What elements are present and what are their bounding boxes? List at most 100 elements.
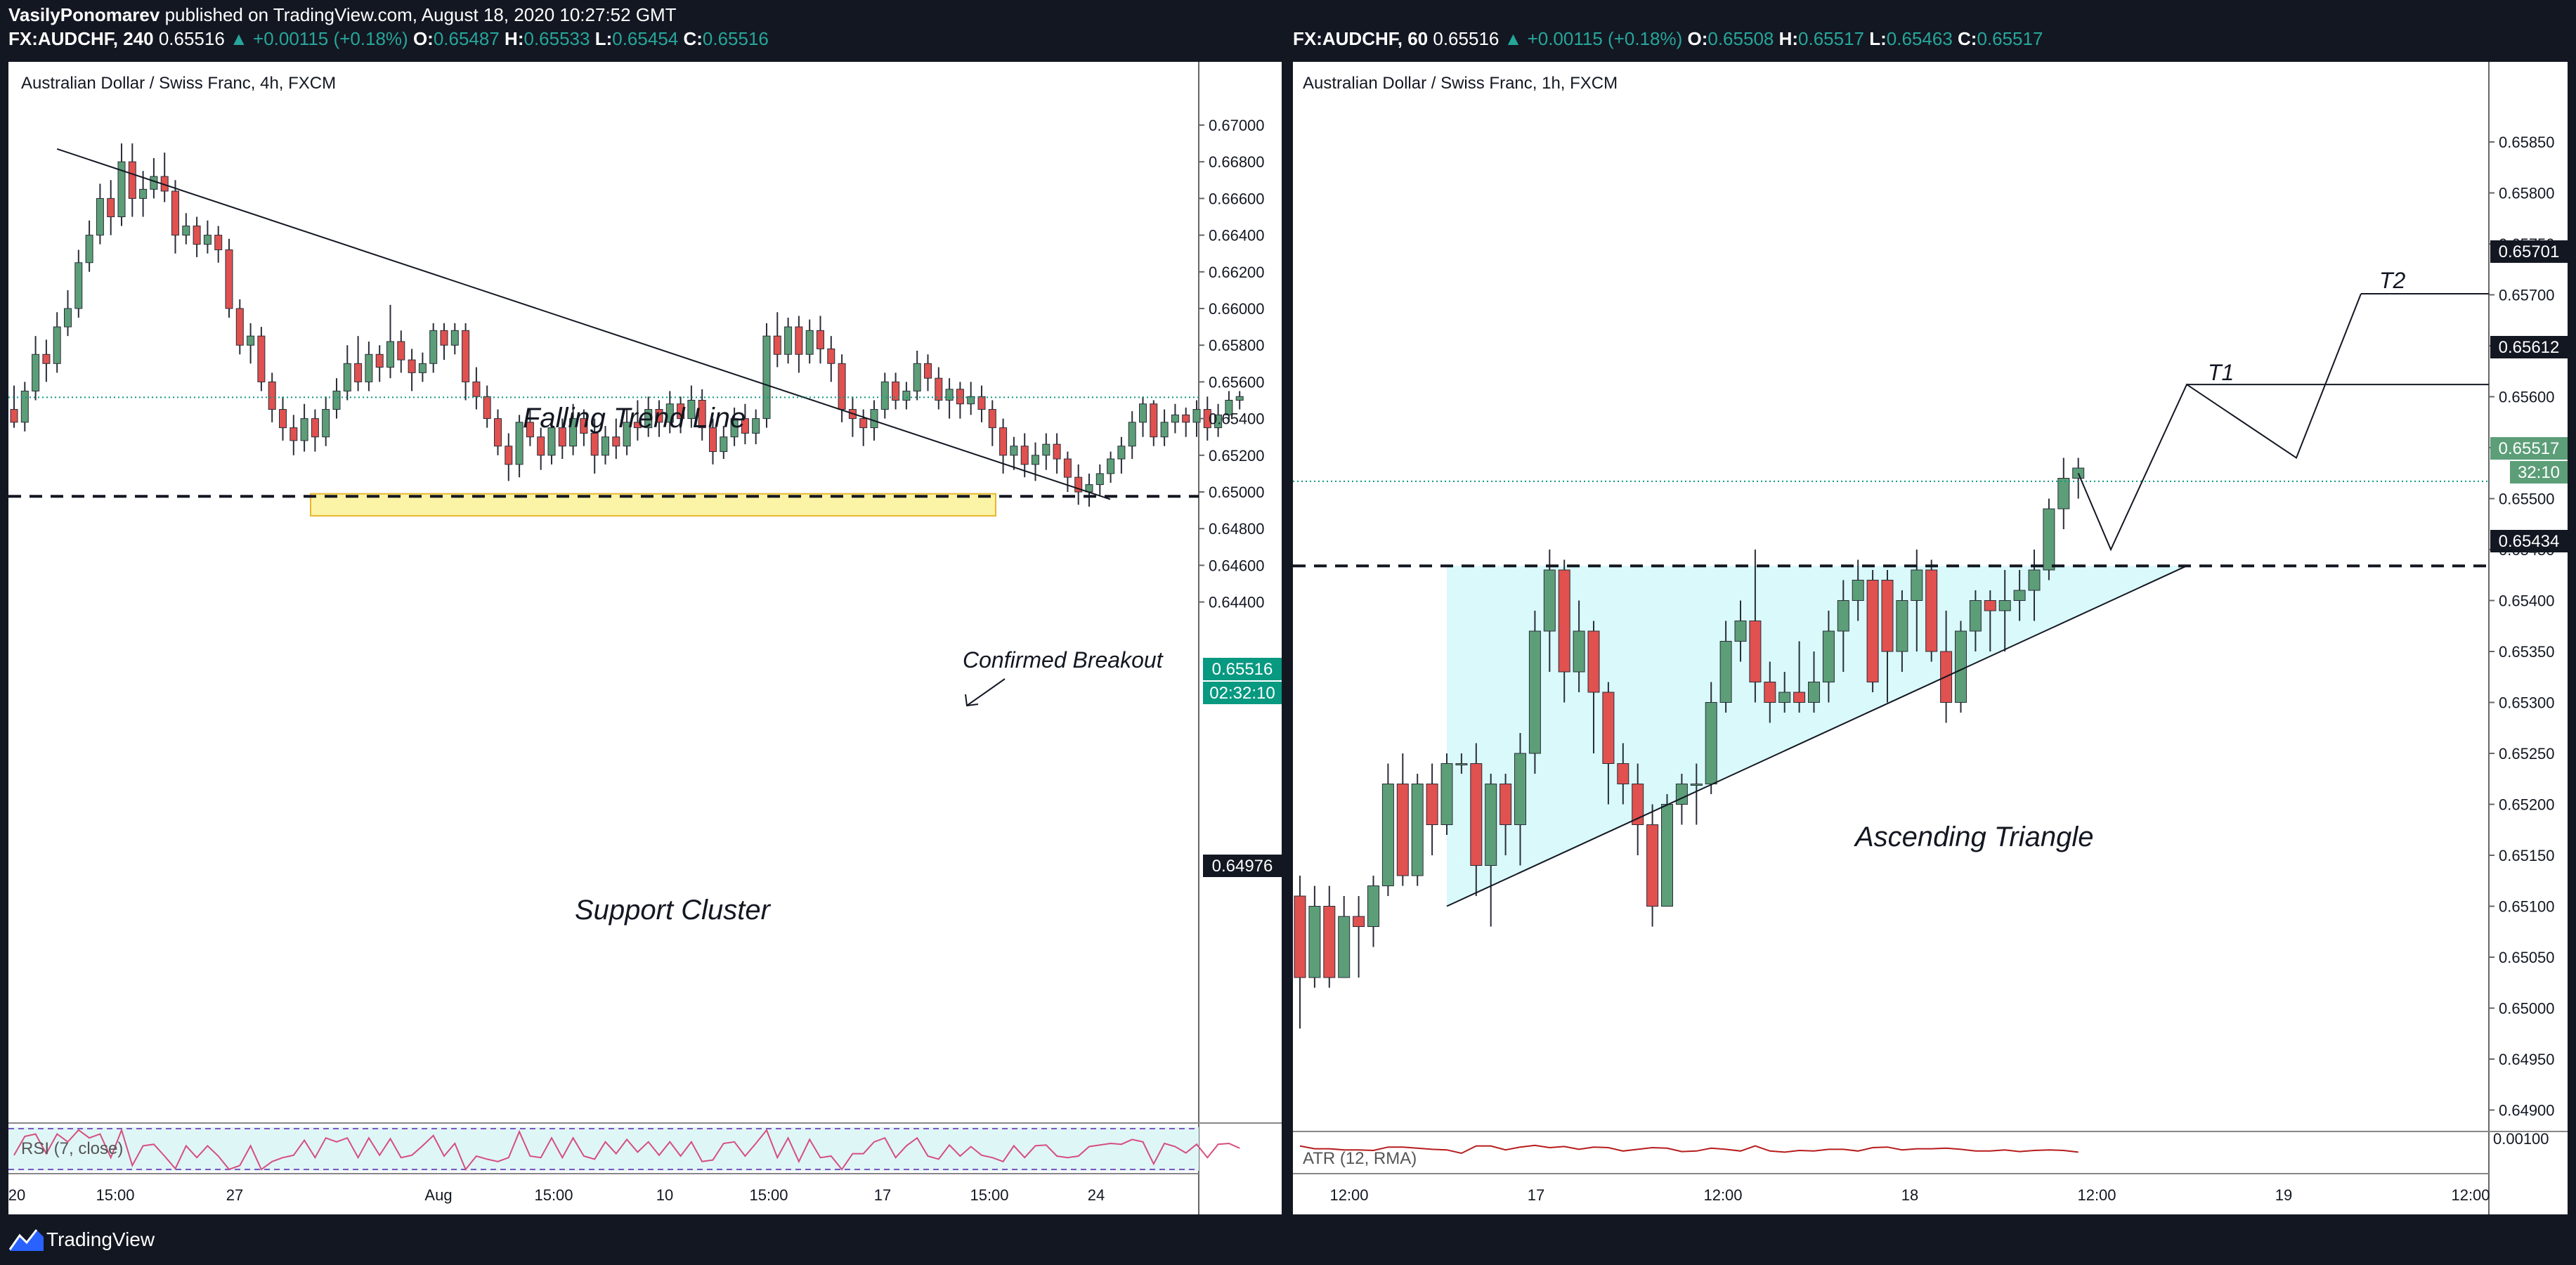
candle-body	[827, 348, 835, 364]
x-tick-label: 17	[1528, 1186, 1544, 1204]
triangle-fill-left	[1447, 566, 1550, 907]
right-resistance-price-label: 0.65434	[2490, 530, 2568, 552]
candle-body	[64, 308, 72, 327]
candle-body	[1338, 916, 1351, 978]
candle-body	[784, 326, 793, 355]
left-chart-panel[interactable]: Australian Dollar / Swiss Franc, 4h, FXC…	[8, 62, 1282, 1214]
candle-body	[1719, 641, 1732, 703]
svg-text:0.65434: 0.65434	[2499, 532, 2560, 551]
footer-bar: TradingView	[0, 1214, 2576, 1265]
candle-body	[1528, 630, 1541, 754]
annotation-ascending-triangle: Ascending Triangle	[1854, 822, 2093, 852]
right-countdown-label: 32:10	[2510, 461, 2568, 484]
publication-line: VasilyPonomarev published on TradingView…	[8, 4, 677, 26]
candle-body	[1675, 784, 1688, 805]
tradingview-logo-icon[interactable]	[8, 1226, 45, 1254]
candle-body	[235, 308, 244, 346]
svg-text:02:32:10: 02:32:10	[1209, 684, 1275, 703]
right-target2-label: 0.65701	[2490, 240, 2568, 263]
candle-body	[817, 330, 824, 349]
candle-body	[935, 377, 943, 401]
x-tick-label: 15:00	[534, 1186, 573, 1204]
svg-text:0.65517: 0.65517	[2499, 439, 2560, 458]
candle-body	[1749, 621, 1762, 682]
y-tick-label: 0.65100	[2499, 898, 2555, 916]
right-symbol[interactable]: FX:AUDCHF, 60	[1293, 28, 1429, 49]
y-tick-label: 0.65000	[1209, 484, 1265, 501]
candle-body	[53, 326, 61, 364]
header-bar: VasilyPonomarev published on TradingView…	[0, 0, 2576, 62]
candle-body	[644, 409, 653, 429]
y-tick-label: 0.65000	[2499, 1000, 2555, 1018]
candle-body	[537, 436, 545, 456]
candle-body	[1042, 443, 1050, 456]
left-chart-svg[interactable]: Australian Dollar / Swiss Franc, 4h, FXC…	[8, 62, 1282, 1214]
candle-body	[494, 418, 502, 447]
atr-line	[1299, 1144, 2079, 1155]
candle-body	[967, 396, 975, 405]
candle-body	[193, 226, 201, 245]
y-tick-label: 0.66600	[1209, 190, 1265, 207]
candle-body	[1558, 569, 1570, 673]
right-low: 0.65463	[1886, 28, 1953, 49]
candle-body	[1500, 784, 1512, 825]
x-tick-label: 18	[1901, 1186, 1918, 1204]
candle-body	[1470, 763, 1483, 866]
candle-body	[762, 335, 771, 420]
left-change: +0.00115 (+0.18%)	[253, 28, 408, 49]
y-tick-label: 0.65600	[2499, 389, 2555, 406]
left-symbol[interactable]: FX:AUDCHF, 240	[8, 28, 154, 49]
candle-body	[805, 330, 814, 355]
candle-body	[1778, 692, 1791, 703]
y-tick-label: 0.64950	[2499, 1051, 2555, 1068]
candle-body	[795, 326, 803, 355]
candle-body	[547, 427, 556, 456]
candle-body	[32, 353, 40, 391]
candle-body	[354, 363, 363, 382]
candle-body	[1440, 763, 1453, 825]
breakout-arrow	[966, 678, 1006, 706]
y-tick-label: 0.65050	[2499, 949, 2555, 966]
right-chart-panel[interactable]: Australian Dollar / Swiss Franc, 1h, FXC…	[1293, 62, 2568, 1214]
candle-body	[42, 353, 51, 364]
candle-body	[698, 400, 706, 429]
left-symbol-line: FX:AUDCHF, 240 0.65516 ▲ +0.00115 (+0.18…	[8, 28, 769, 49]
left-close: 0.65516	[702, 28, 769, 49]
left-low: 0.65454	[612, 28, 679, 49]
annotation-support-cluster: Support Cluster	[575, 895, 772, 926]
candle-body	[870, 409, 878, 429]
candle-body	[1455, 763, 1468, 765]
y-tick-label: 0.64600	[1209, 557, 1265, 574]
candle-body	[515, 422, 523, 465]
left-open: 0.65487	[433, 28, 500, 49]
candle-body	[1925, 569, 1938, 652]
candle-body	[859, 418, 868, 429]
right-last-price: 0.65516	[1433, 28, 1500, 49]
right-pane-title: Australian Dollar / Swiss Franc, 1h, FXC…	[1303, 74, 1618, 93]
candle-body	[2043, 508, 2055, 571]
candle-body	[117, 161, 126, 217]
right-chart-svg[interactable]: Australian Dollar / Swiss Franc, 1h, FXC…	[1293, 62, 2568, 1214]
y-tick-label: 0.66200	[1209, 264, 1265, 281]
publication-info: published on TradingView.com, August 18,…	[164, 4, 677, 25]
candle-body	[505, 446, 513, 465]
candle-body	[1235, 396, 1244, 401]
y-tick-label: 0.65200	[2499, 796, 2555, 814]
right-target1-label: 0.65612	[2490, 336, 2568, 358]
author-name[interactable]: VasilyPonomarev	[8, 4, 160, 25]
right-close: 0.65517	[1977, 28, 2043, 49]
candle-body	[1367, 885, 1379, 927]
candle-body	[902, 390, 911, 401]
left-high: 0.65533	[523, 28, 590, 49]
candle-body	[1381, 784, 1394, 886]
candle-body	[1160, 422, 1169, 438]
candle-body	[1107, 458, 1115, 474]
candle-body	[1128, 422, 1136, 447]
tradingview-brand[interactable]: TradingView	[46, 1228, 155, 1250]
candle-body	[107, 197, 115, 217]
candle-body	[408, 359, 416, 373]
candle-body	[590, 432, 599, 456]
candle-body	[677, 403, 685, 420]
x-tick-label: 17	[874, 1186, 891, 1204]
candle-body	[268, 381, 276, 410]
